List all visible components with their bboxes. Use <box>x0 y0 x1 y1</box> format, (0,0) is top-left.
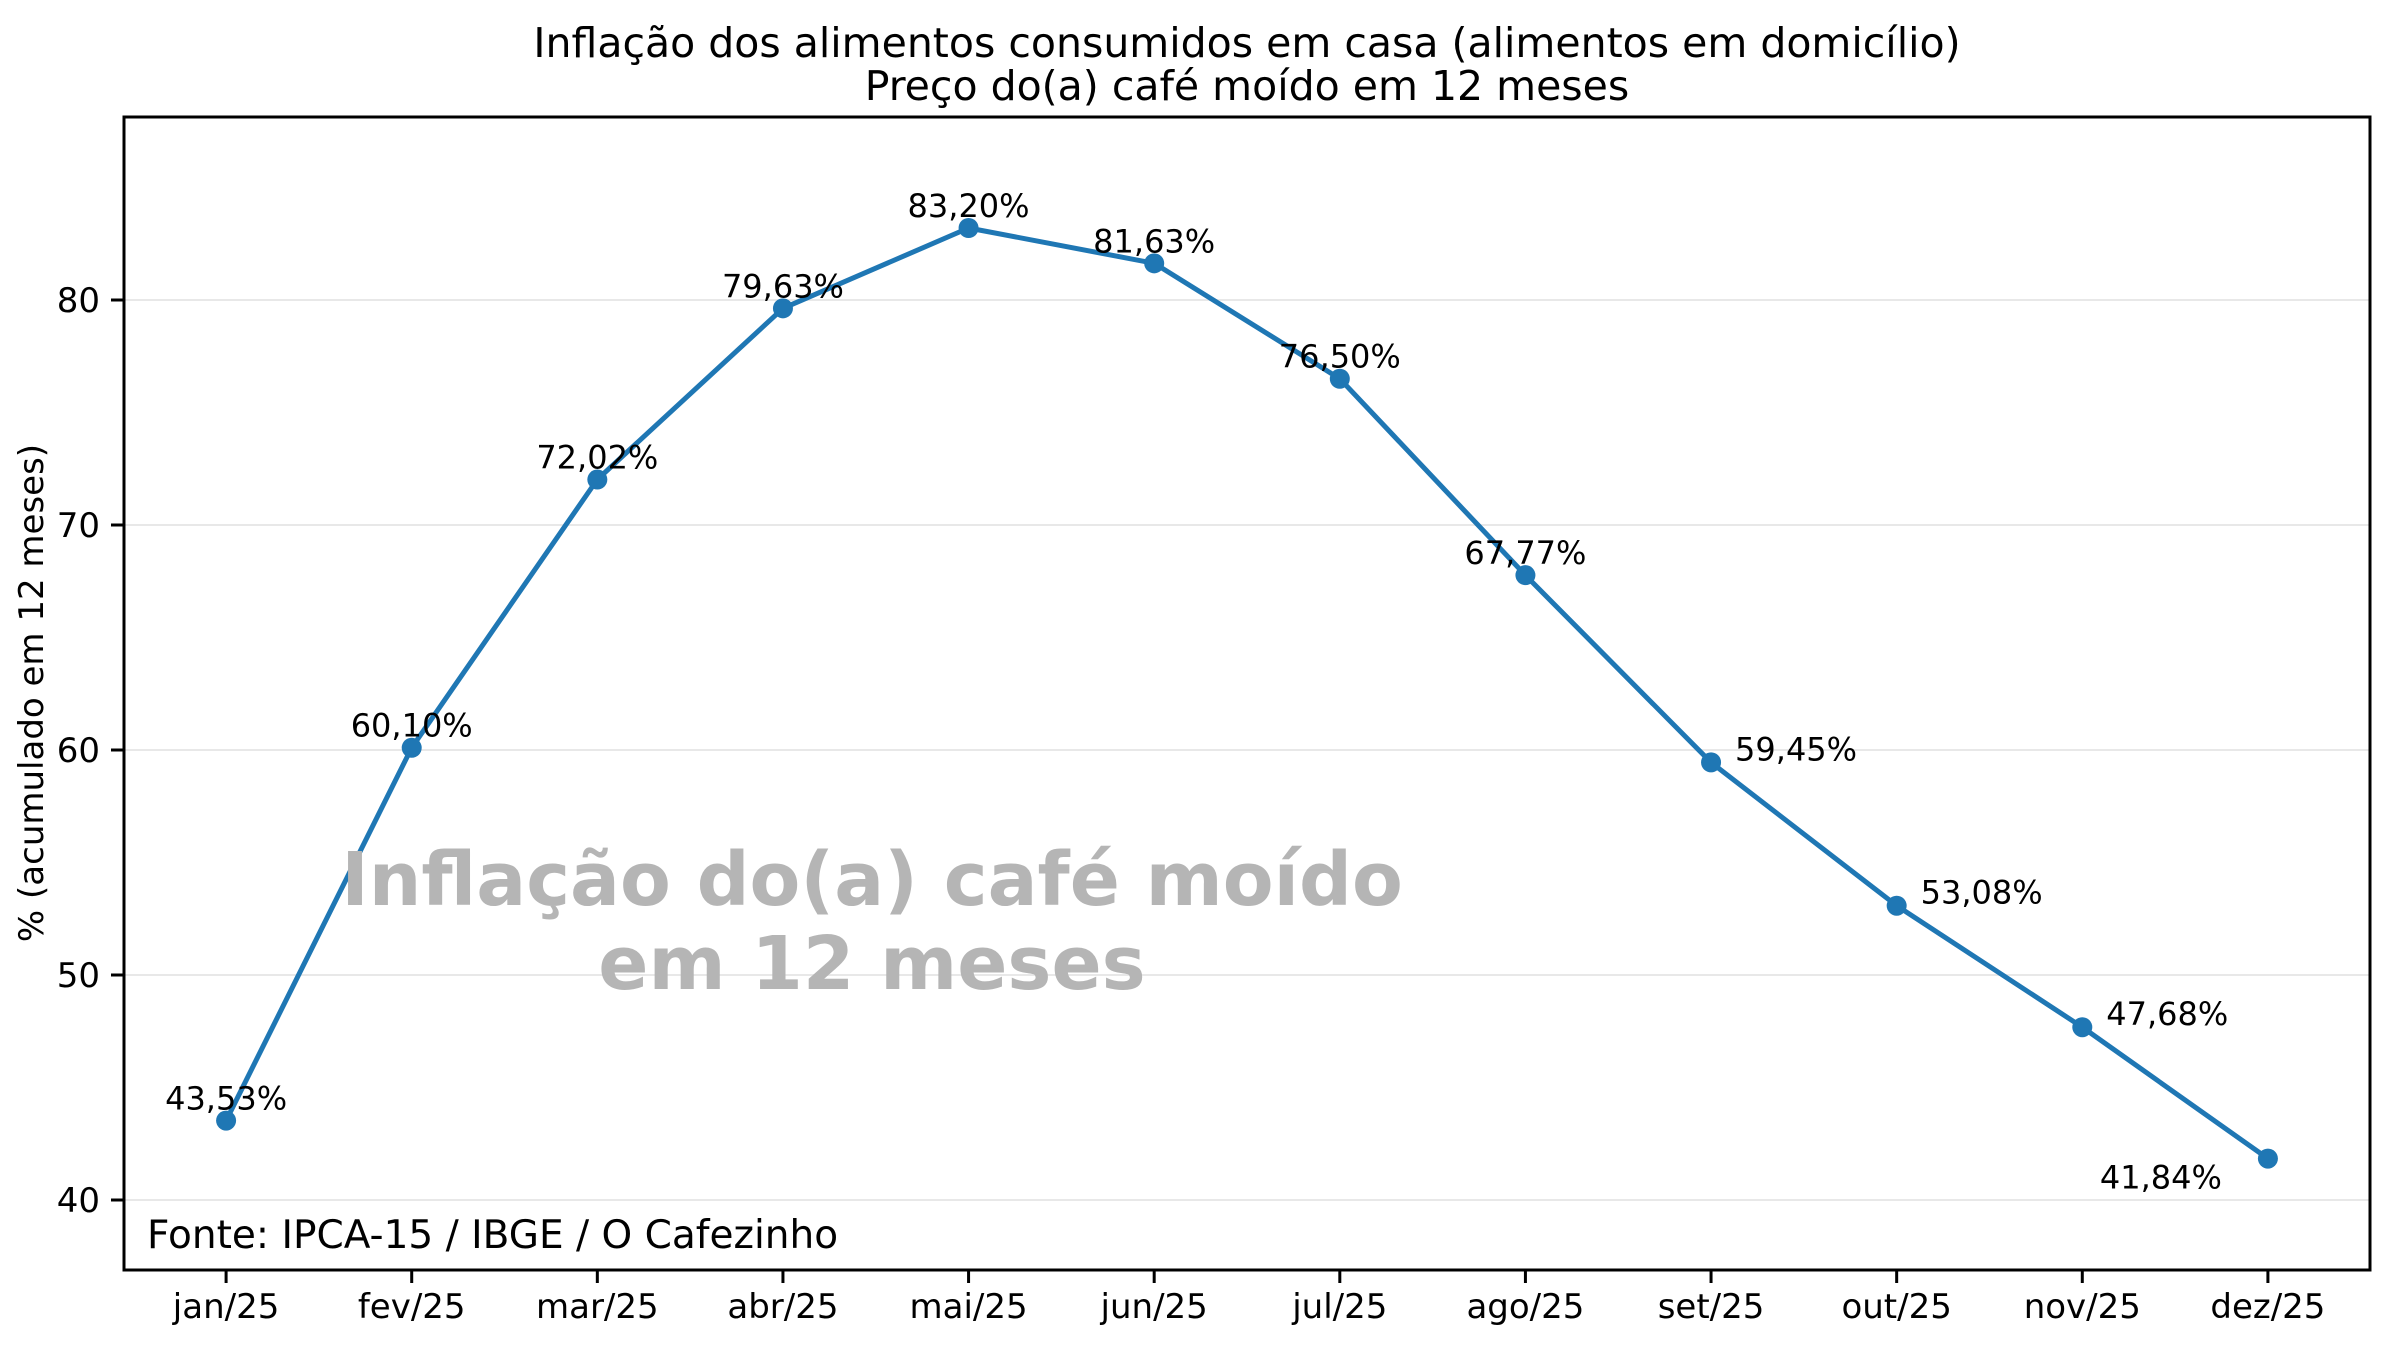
data-point-label: 47,68% <box>2106 995 2228 1033</box>
y-axis-label: % (acumulado em 12 meses) <box>12 443 52 943</box>
plot-frame <box>122 115 2372 1272</box>
data-point <box>587 469 608 490</box>
axis-ticks <box>111 298 2270 1283</box>
x-tick-label: set/25 <box>1658 1287 1765 1327</box>
x-tick-label: mai/25 <box>910 1287 1028 1327</box>
x-tick-label: dez/25 <box>2210 1287 2325 1327</box>
data-point-label: 67,77% <box>1464 534 1586 572</box>
data-point-label: 43,53% <box>165 1080 287 1118</box>
data-point <box>772 298 793 319</box>
chart-title-line-2: Preço do(a) café moído em 12 meses <box>864 62 1630 110</box>
data-point <box>2257 1148 2278 1169</box>
x-tick-label: mar/25 <box>536 1287 659 1327</box>
data-point <box>1144 253 1165 274</box>
data-point <box>1515 565 1536 586</box>
watermark: Inflação do(a) café moído em 12 meses <box>341 838 1403 1006</box>
data-point-label: 72,02% <box>536 439 658 477</box>
x-tick-label: nov/25 <box>2024 1287 2141 1327</box>
chart-title-line-1: Inflação dos alimentos consumidos em cas… <box>533 19 1961 67</box>
data-point-label: 83,20% <box>908 187 1030 225</box>
watermark-line-2: em 12 meses <box>598 921 1146 1007</box>
data-point-label: 53,08% <box>1921 874 2043 912</box>
y-tick-label: 70 <box>57 506 100 546</box>
chart-title: Inflação dos alimentos consumidos em cas… <box>533 22 1960 108</box>
data-point-label: 60,10% <box>351 707 473 745</box>
x-tick-label: jul/25 <box>1291 1287 1387 1327</box>
data-point <box>1329 368 1350 389</box>
data-point <box>216 1110 237 1131</box>
x-tick-label: ago/25 <box>1466 1287 1584 1327</box>
axis-tick-labels: 40 50 60 70 80 jan/25 fev/25 mar/25 abr/25 mai/25… <box>57 281 2326 1327</box>
data-point-label: 79,63% <box>722 267 844 305</box>
y-tick-label: 60 <box>57 731 100 771</box>
data-point-labels: 43,53% 60,10% 72,02% 79,63% 83,20% 81,63% 76,5… <box>165 187 2228 1197</box>
data-point <box>958 217 979 238</box>
data-point <box>2072 1017 2093 1038</box>
data-line <box>223 225 2271 1162</box>
y-tick-label: 40 <box>57 1181 100 1221</box>
y-tick-label: 50 <box>57 956 100 996</box>
source-note: Fonte: IPCA-15 / IBGE / O Cafezinho <box>147 1213 839 1258</box>
data-point-label: 41,84% <box>2100 1159 2222 1197</box>
data-point <box>401 737 422 758</box>
x-tick-label: jan/25 <box>172 1287 280 1327</box>
data-point <box>1886 895 1907 916</box>
x-tick-label: out/25 <box>1841 1287 1951 1327</box>
data-point <box>1701 752 1722 773</box>
x-tick-label: fev/25 <box>358 1287 466 1327</box>
data-point-label: 59,45% <box>1735 730 1857 768</box>
x-tick-label: jun/25 <box>1100 1287 1208 1327</box>
gridlines <box>124 298 2370 1202</box>
watermark-line-1: Inflação do(a) café moído <box>341 837 1403 923</box>
data-point-label: 81,63% <box>1093 222 1215 260</box>
data-points <box>216 217 2278 1169</box>
data-point-label: 76,50% <box>1279 338 1401 376</box>
x-tick-label: abr/25 <box>727 1287 838 1327</box>
y-tick-label: 80 <box>57 281 100 321</box>
